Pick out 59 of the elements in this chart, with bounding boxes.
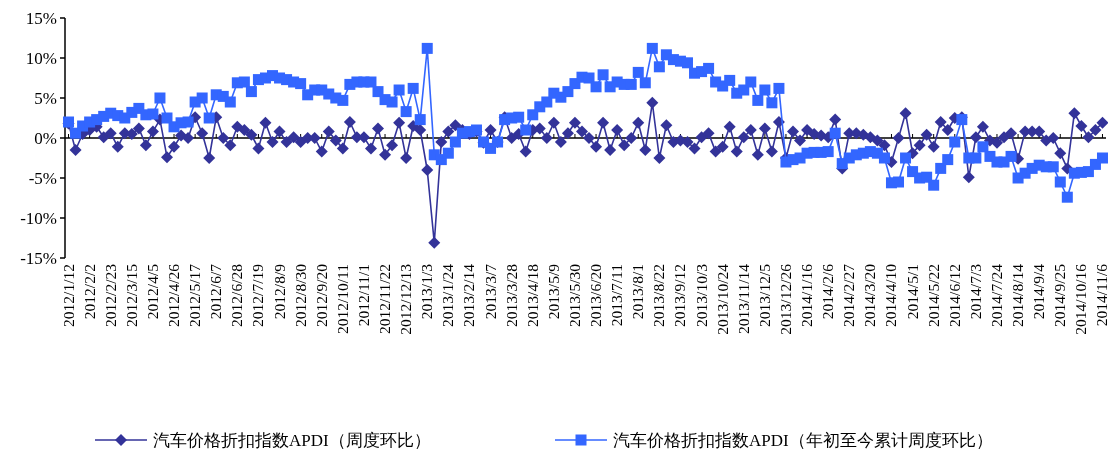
x-tick-label: 2014/11/6 — [1093, 263, 1108, 327]
x-tick-label: 2014/5/1 — [903, 264, 921, 320]
x-tick-label: 2012/8/30 — [291, 263, 309, 327]
y-tick-label: -15% — [20, 249, 57, 268]
x-tick-label: 2014/10/16 — [1072, 263, 1090, 335]
x-tick-label: 2013/12/5 — [755, 263, 773, 327]
x-tick-label: 2013/5/9 — [544, 263, 562, 320]
x-tick-label: 2014/5/22 — [924, 264, 942, 327]
x-tick-label: 2014/4/10 — [882, 263, 900, 327]
x-tick-label: 2012/6/7 — [207, 263, 225, 320]
x-tick-label: 2013/10/24 — [713, 263, 731, 335]
x-tick-label: 2012/1/12 — [59, 264, 77, 327]
x-tick-label: 2013/3/7 — [481, 263, 499, 320]
x-tick-label: 2013/4/18 — [523, 263, 541, 327]
x-tick-label: 2012/2/2 — [80, 264, 98, 320]
x-tick-label: 2014/8/14 — [1009, 263, 1027, 327]
x-tick-label: 2012/8/9 — [270, 263, 288, 320]
x-tick-label: 2012/4/5 — [143, 263, 161, 320]
y-tick-label: 15% — [25, 9, 57, 28]
x-tick-label: 2012/7/19 — [249, 263, 267, 327]
x-tick-label: 2014/9/4 — [1030, 263, 1048, 320]
x-tick-label: 2012/3/15 — [122, 263, 140, 327]
x-tick-label: 2012/2/23 — [101, 263, 119, 327]
x-tick-label: 2012/9/20 — [312, 263, 330, 327]
x-tick-label: 2013/8/22 — [650, 264, 668, 327]
x-tick-label: 2014/6/12 — [945, 264, 963, 327]
x-tick-label: 2013/5/30 — [565, 263, 583, 327]
x-tick-label: 2014/9/25 — [1051, 263, 1069, 327]
x-tick-label: 2013/12/26 — [776, 263, 794, 335]
x-tick-label: 2013/10/3 — [692, 263, 710, 327]
y-tick-label: 10% — [25, 49, 57, 68]
y-tick-label: 0% — [34, 129, 57, 148]
x-tick-label: 2014/7/24 — [987, 263, 1005, 327]
x-tick-label: 2012/11/22 — [376, 264, 394, 335]
x-tick-label: 2014/7/3 — [966, 263, 984, 320]
x-tick-label: 2013/11/14 — [734, 263, 752, 335]
y-tick-label: -10% — [20, 209, 57, 228]
x-tick-label: 2012/10/11 — [333, 264, 351, 335]
x-tick-label: 2013/6/20 — [587, 263, 605, 327]
x-tick-label: 2013/1/24 — [439, 263, 457, 327]
y-tick-label: 5% — [34, 89, 57, 108]
legend-label: 汽车价格折扣指数APDI（年初至今累计周度环比） — [613, 431, 993, 450]
x-tick-label: 2012/6/28 — [228, 263, 246, 327]
x-tick-label: 2013/3/28 — [502, 263, 520, 327]
y-tick-label: -5% — [28, 169, 57, 188]
x-tick-label: 2013/8/1 — [629, 264, 647, 320]
x-tick-label: 2013/2/14 — [460, 263, 478, 327]
x-tick-label: 2013/9/12 — [671, 264, 689, 327]
x-tick-label: 2012/4/26 — [165, 263, 183, 327]
x-tick-label: 2014/3/20 — [861, 263, 879, 327]
x-tick-label: 2013/7/11 — [608, 264, 626, 327]
x-tick-label: 2012/5/17 — [186, 263, 204, 327]
x-tick-label: 2012/12/13 — [397, 263, 415, 335]
x-tick-label: 2013/1/3 — [418, 263, 436, 320]
legend-label: 汽车价格折扣指数APDI（周度环比） — [153, 431, 431, 450]
x-tick-label: 2012/11/1 — [354, 264, 372, 327]
x-tick-label: 2014/2/27 — [840, 263, 858, 327]
x-tick-label: 2014/2/6 — [819, 263, 837, 320]
x-tick-label: 2014/1/16 — [798, 263, 816, 327]
